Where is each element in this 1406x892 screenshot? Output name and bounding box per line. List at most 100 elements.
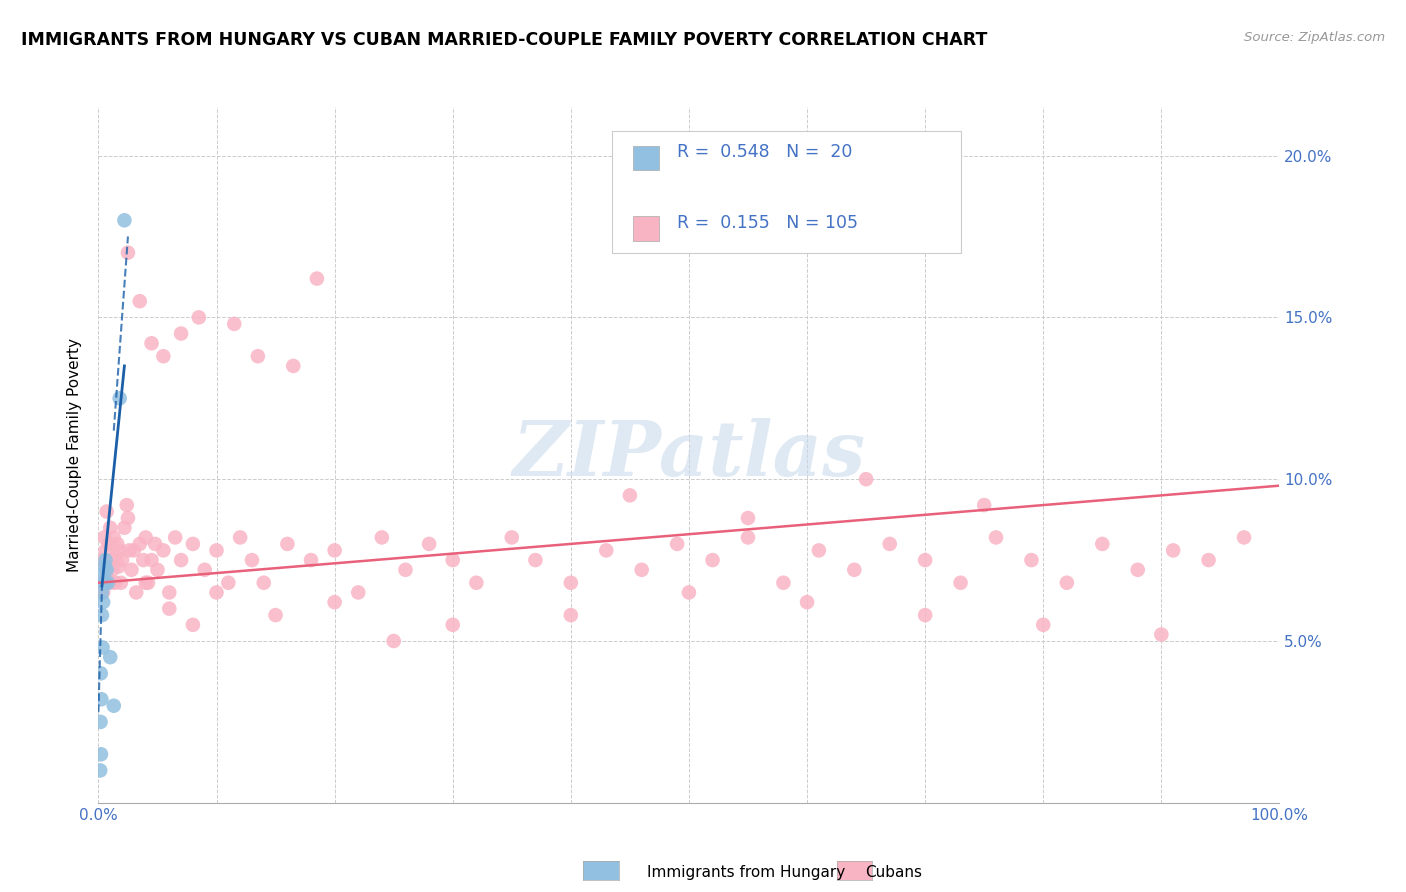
Point [94, 553, 117, 567]
Point [136, 575, 159, 590]
Point [666, 537, 689, 551]
Point [94, 543, 117, 558]
Point [103, 698, 125, 713]
Point [135, 531, 157, 545]
Point [914, 608, 936, 623]
Point [107, 559, 129, 574]
Point [111, 553, 134, 567]
Point [949, 575, 972, 590]
FancyBboxPatch shape [634, 217, 659, 241]
Point [702, 553, 724, 567]
Point [118, 543, 141, 558]
Point [1032, 617, 1054, 632]
Point [217, 575, 239, 590]
Point [240, 553, 263, 567]
Point [418, 537, 440, 551]
Point [108, 392, 131, 406]
Point [117, 245, 139, 260]
Point [165, 531, 187, 545]
Point [97, 559, 120, 574]
Point [97, 575, 120, 590]
Point [205, 585, 228, 599]
Point [143, 537, 166, 551]
Text: R =  0.548   N =  20: R = 0.548 N = 20 [678, 144, 852, 161]
Point [371, 531, 394, 545]
Point [104, 575, 127, 590]
Point [141, 553, 163, 567]
Point [524, 553, 547, 567]
Point [323, 595, 346, 609]
Point [229, 531, 252, 545]
Text: Cubans: Cubans [865, 865, 922, 880]
FancyBboxPatch shape [634, 145, 659, 169]
Point [1091, 537, 1114, 551]
Point [98, 537, 121, 551]
Point [91, 553, 114, 567]
Point [914, 553, 936, 567]
Point [152, 543, 174, 558]
Point [1198, 553, 1220, 567]
Point [121, 563, 143, 577]
Point [1126, 563, 1149, 577]
Point [264, 608, 287, 623]
Point [93, 575, 115, 590]
Text: R =  0.155   N = 105: R = 0.155 N = 105 [678, 214, 858, 232]
Point [1150, 627, 1173, 641]
Point [91, 595, 114, 609]
Point [122, 543, 145, 558]
Point [347, 585, 370, 599]
Point [1161, 543, 1184, 558]
Point [973, 498, 995, 512]
Point [630, 563, 652, 577]
Point [187, 310, 209, 325]
Point [772, 575, 794, 590]
Point [105, 537, 128, 551]
Point [465, 575, 488, 590]
Point [93, 575, 115, 590]
Point [796, 595, 818, 609]
Point [110, 575, 132, 590]
Point [394, 563, 416, 577]
Point [96, 569, 118, 583]
Point [205, 543, 228, 558]
Point [170, 553, 193, 567]
Point [224, 317, 246, 331]
Point [91, 569, 114, 583]
Point [619, 488, 641, 502]
Point [323, 543, 346, 558]
Point [807, 543, 830, 558]
Point [844, 563, 866, 577]
Point [94, 575, 117, 590]
Point [105, 549, 128, 564]
Point [108, 543, 131, 558]
Point [90, 666, 112, 681]
Point [132, 553, 155, 567]
Point [115, 498, 138, 512]
Point [128, 537, 150, 551]
Point [737, 531, 759, 545]
Text: Immigrants from Hungary: Immigrants from Hungary [647, 865, 845, 880]
Point [91, 608, 114, 623]
Point [98, 650, 121, 665]
Point [100, 553, 122, 567]
Point [441, 617, 464, 632]
Point [146, 563, 169, 577]
Point [89, 764, 111, 778]
Point [90, 714, 112, 729]
Point [157, 585, 180, 599]
Point [103, 531, 125, 545]
Point [117, 511, 139, 525]
Point [283, 359, 305, 373]
Point [1233, 531, 1256, 545]
Point [441, 553, 464, 567]
Point [91, 640, 114, 655]
Point [181, 537, 204, 551]
Point [91, 585, 114, 599]
Point [595, 543, 617, 558]
Point [141, 336, 163, 351]
Point [879, 537, 901, 551]
Point [299, 553, 322, 567]
Point [1021, 553, 1043, 567]
Point [93, 531, 115, 545]
Text: IMMIGRANTS FROM HUNGARY VS CUBAN MARRIED-COUPLE FAMILY POVERTY CORRELATION CHART: IMMIGRANTS FROM HUNGARY VS CUBAN MARRIED… [21, 31, 987, 49]
